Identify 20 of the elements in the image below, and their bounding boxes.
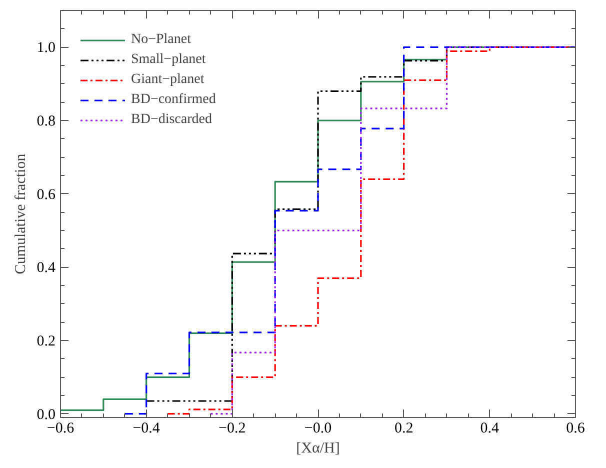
y-tick-label: 0.6	[36, 186, 56, 203]
y-axis-title: Cumulative fraction	[12, 153, 29, 274]
x-tick-label: −0.4	[132, 420, 160, 436]
y-tick-label: 0.2	[36, 334, 56, 350]
x-tick-label: −0.6	[46, 420, 75, 436]
legend-label: No−Planet	[131, 32, 191, 48]
y-tick-label: 1.0	[36, 40, 56, 56]
legend-label: Small−planet	[131, 52, 206, 68]
y-tick-label: 0.4	[36, 260, 56, 276]
legend-label: BD−discarded	[131, 112, 212, 128]
x-tick-label: 0.4	[480, 420, 500, 436]
x-tick-label: −0.0	[304, 420, 332, 436]
legend-label: Giant−planet	[131, 72, 204, 88]
x-tick-label: 0.2	[394, 420, 414, 436]
x-axis-title: [Xα/H]	[296, 440, 340, 456]
y-tick-label: 0.8	[36, 114, 56, 130]
x-tick-label: 0.6	[566, 420, 586, 436]
y-tick-label: 0.0	[36, 406, 56, 423]
x-tick-label: −0.2	[218, 420, 246, 436]
legend-label: BD−confirmed	[131, 92, 216, 108]
